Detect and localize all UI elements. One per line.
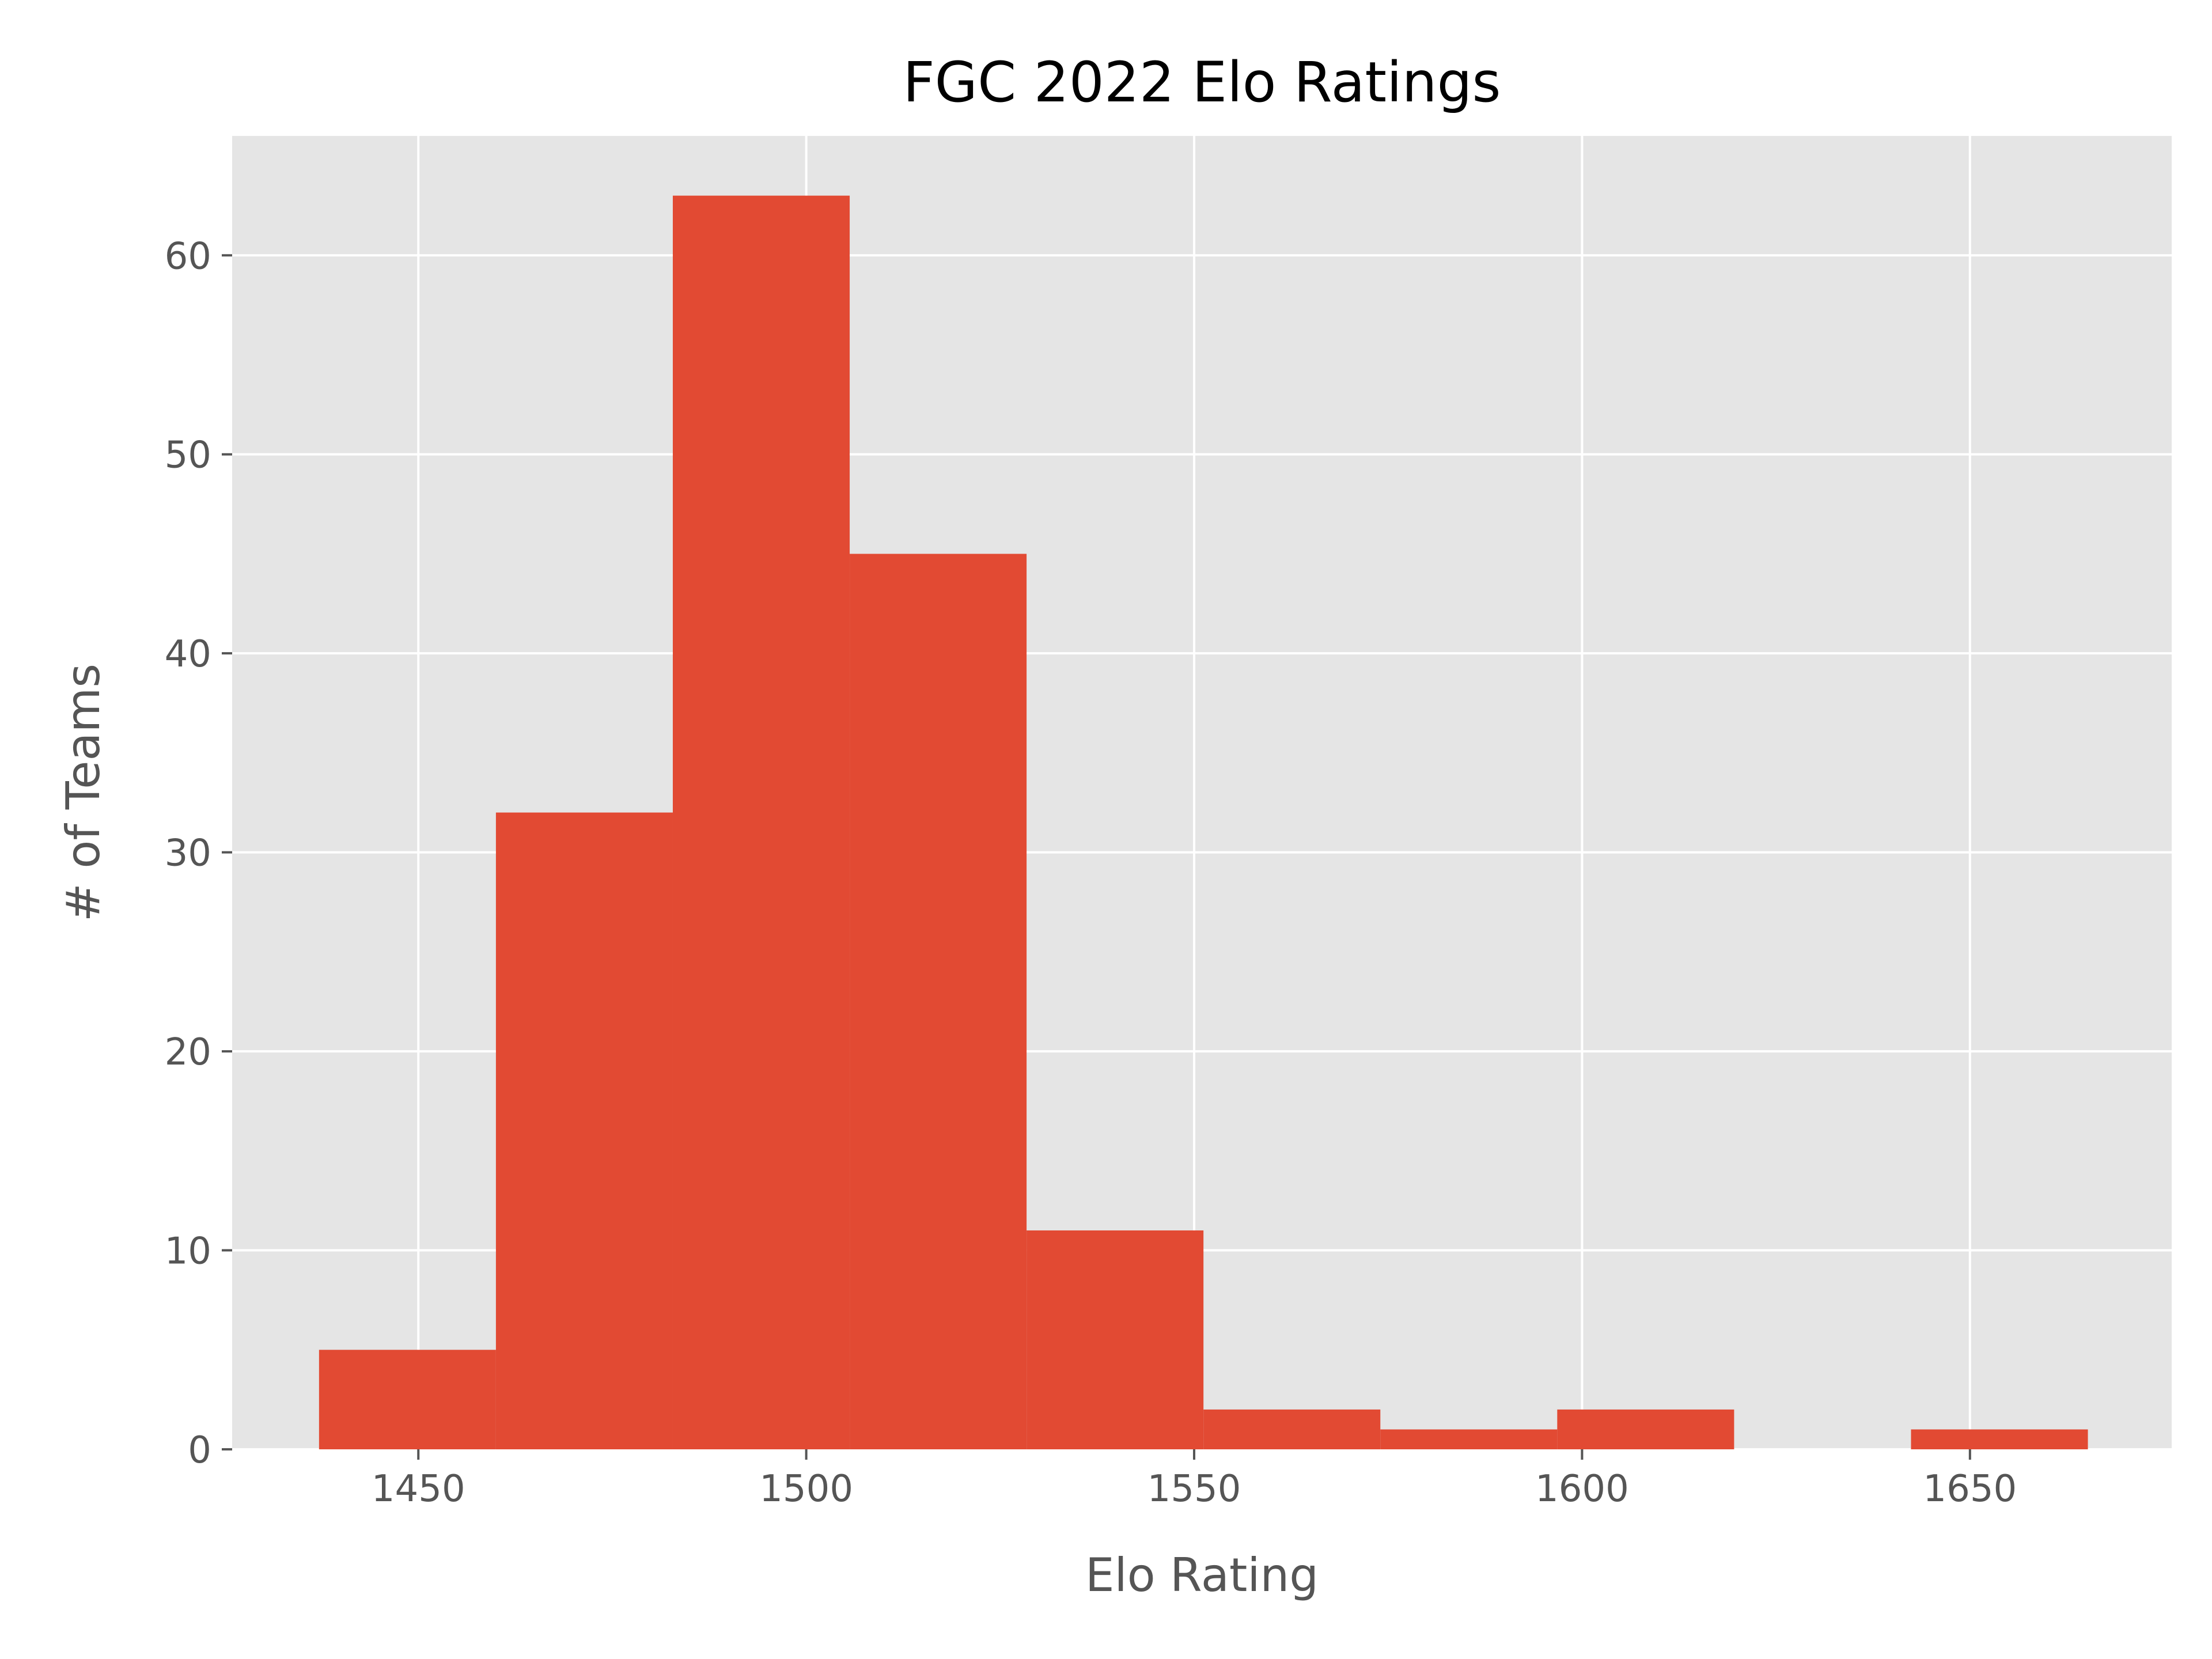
histogram-bar-3 [672, 195, 850, 1450]
histogram-bars [319, 195, 2088, 1450]
y-tick-label-30: 30 [165, 832, 211, 875]
histogram-bar-1 [319, 1350, 496, 1449]
y-tick-label-40: 40 [165, 633, 211, 676]
histogram-bar-5 [1027, 1230, 1204, 1449]
y-tick-label-0: 0 [188, 1429, 211, 1472]
y-tick-label-10: 10 [165, 1230, 211, 1273]
histogram-bar-7 [1380, 1429, 1558, 1449]
chart-title: FGC 2022 Elo Ratings [903, 50, 1501, 115]
x-axis-label: Elo Rating [1085, 1548, 1319, 1602]
x-tick-label-1450: 1450 [372, 1468, 465, 1510]
histogram-bar-4 [850, 554, 1027, 1449]
histogram-bar-8 [1557, 1409, 1734, 1449]
y-tick-label-60: 60 [165, 235, 211, 278]
x-tick-label-1500: 1500 [759, 1468, 853, 1510]
histogram-bar-10 [1911, 1429, 2088, 1449]
x-tick-label-1600: 1600 [1535, 1468, 1629, 1510]
y-axis-label: # of Teams [56, 664, 110, 922]
x-tick-label-1650: 1650 [1923, 1468, 2017, 1510]
histogram-bar-6 [1203, 1409, 1381, 1449]
histogram-bar-2 [495, 812, 673, 1449]
y-tick-label-50: 50 [165, 434, 211, 477]
axis-ticks: 1450 1500 1550 1600 1650 0 10 20 30 40 50 60 [165, 235, 2017, 1510]
y-tick-label-20: 20 [165, 1031, 211, 1074]
x-tick-label-1550: 1550 [1147, 1468, 1241, 1510]
